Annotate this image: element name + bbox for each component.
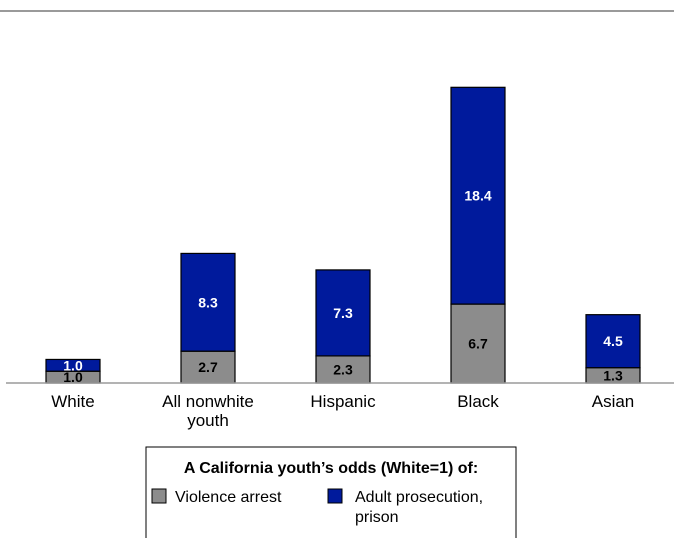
category-label-white: White [51, 392, 94, 411]
legend-title: A California youth’s odds (White=1) of: [184, 460, 478, 477]
data-label-white-violence-arrest: 1.0 [63, 369, 83, 385]
data-label-black-violence-arrest: 6.7 [468, 336, 488, 352]
bar-black-adult-prosecution-prison [450, 86, 506, 305]
data-label-hispanic-adult-prosecution-prison: 7.3 [333, 305, 353, 321]
legend-swatch-violence-arrest [151, 488, 167, 504]
category-label-all-nonwhite-youth: All nonwhite youth [162, 392, 254, 430]
data-label-all-nonwhite-youth-violence-arrest: 2.7 [198, 359, 218, 375]
bar-asian-adult-prosecution-prison [585, 314, 641, 369]
bar-all-nonwhite-youth-adult-prosecution-prison [180, 252, 236, 352]
category-label-hispanic: Hispanic [310, 392, 376, 411]
legend: A California youth’s odds (White=1) of: … [145, 446, 517, 538]
bar-hispanic-violence-arrest [315, 355, 371, 384]
bar-black-violence-arrest [450, 303, 506, 384]
bar-hispanic-adult-prosecution-prison [315, 269, 371, 357]
legend-label-violence-arrest: Violence arrest [175, 489, 282, 506]
category-label-black: Black [457, 392, 499, 411]
data-label-asian-violence-arrest: 1.3 [603, 367, 623, 383]
data-label-asian-adult-prosecution-prison: 4.5 [603, 333, 623, 349]
data-label-white-adult-prosecution-prison: 1.0 [63, 357, 83, 373]
data-label-hispanic-violence-arrest: 2.3 [333, 361, 353, 377]
legend-swatch-adult-prosecution [327, 488, 343, 504]
category-labels: White All nonwhite youth Hispanic Black Asian [51, 392, 634, 430]
legend-label-adult-prosecution: Adult prosecution, prison [355, 489, 483, 526]
category-label-asian: Asian [592, 392, 635, 411]
data-label-all-nonwhite-youth-adult-prosecution-prison: 8.3 [198, 294, 218, 310]
data-label-black-adult-prosecution-prison: 18.4 [464, 188, 491, 204]
bars-layer: 1.01.0 2.7 8.3 2.3 7.3 6.7 18.4 1.3 4.5 [45, 86, 641, 385]
bar-white-adult-prosecution-prison [45, 358, 101, 372]
